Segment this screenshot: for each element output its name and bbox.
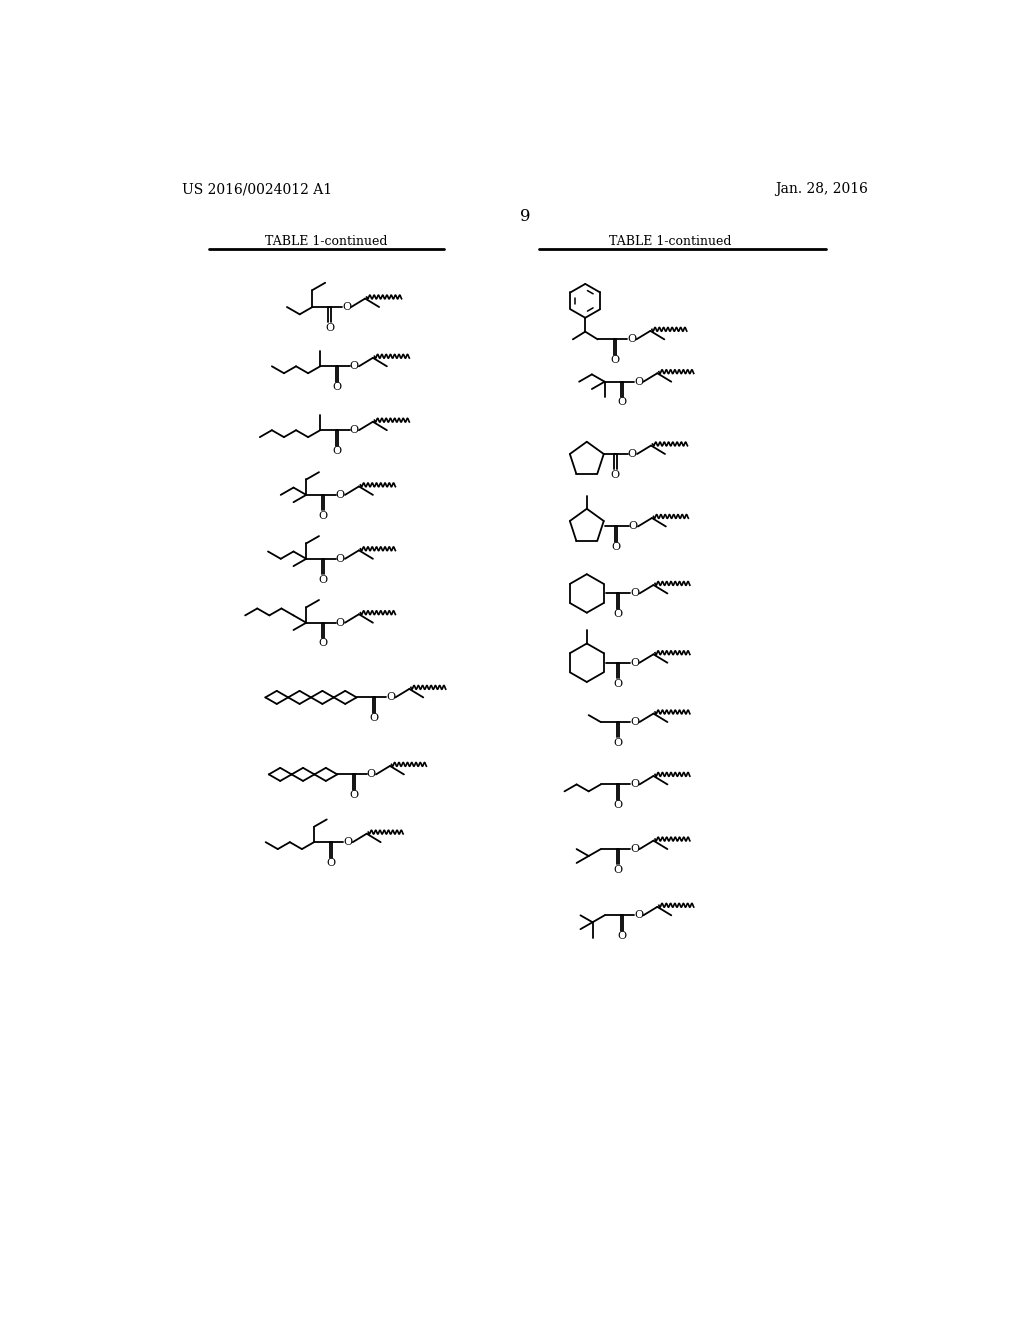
Text: O: O bbox=[631, 779, 639, 789]
Text: O: O bbox=[617, 397, 627, 408]
Text: O: O bbox=[327, 858, 336, 869]
Text: O: O bbox=[350, 362, 358, 371]
Text: O: O bbox=[350, 425, 358, 436]
Text: O: O bbox=[634, 911, 643, 920]
Text: O: O bbox=[631, 657, 639, 668]
Text: O: O bbox=[628, 449, 637, 459]
Text: O: O bbox=[617, 931, 627, 941]
Text: O: O bbox=[631, 717, 639, 727]
Text: O: O bbox=[318, 639, 328, 648]
Text: O: O bbox=[350, 791, 358, 800]
Text: O: O bbox=[613, 800, 623, 810]
Text: O: O bbox=[611, 543, 621, 552]
Text: O: O bbox=[333, 446, 342, 455]
Text: O: O bbox=[631, 843, 639, 854]
Text: O: O bbox=[610, 470, 620, 479]
Text: O: O bbox=[634, 376, 643, 387]
Text: O: O bbox=[318, 511, 328, 520]
Text: O: O bbox=[613, 678, 623, 689]
Text: O: O bbox=[613, 738, 623, 748]
Text: O: O bbox=[631, 589, 639, 598]
Text: O: O bbox=[613, 610, 623, 619]
Text: O: O bbox=[342, 302, 351, 312]
Text: O: O bbox=[333, 381, 342, 392]
Text: O: O bbox=[336, 618, 345, 628]
Text: O: O bbox=[336, 554, 345, 564]
Text: US 2016/0024012 A1: US 2016/0024012 A1 bbox=[182, 182, 333, 197]
Text: O: O bbox=[325, 323, 334, 333]
Text: O: O bbox=[629, 521, 638, 532]
Text: Jan. 28, 2016: Jan. 28, 2016 bbox=[775, 182, 868, 197]
Text: TABLE 1-continued: TABLE 1-continued bbox=[609, 235, 732, 248]
Text: O: O bbox=[343, 837, 352, 847]
Text: O: O bbox=[369, 713, 378, 723]
Text: O: O bbox=[613, 865, 623, 875]
Text: O: O bbox=[627, 334, 636, 345]
Text: TABLE 1-continued: TABLE 1-continued bbox=[265, 235, 388, 248]
Text: O: O bbox=[610, 355, 620, 366]
Text: O: O bbox=[367, 770, 376, 779]
Text: 9: 9 bbox=[519, 207, 530, 224]
Text: O: O bbox=[318, 574, 328, 585]
Text: O: O bbox=[336, 490, 345, 500]
Text: O: O bbox=[386, 693, 395, 702]
